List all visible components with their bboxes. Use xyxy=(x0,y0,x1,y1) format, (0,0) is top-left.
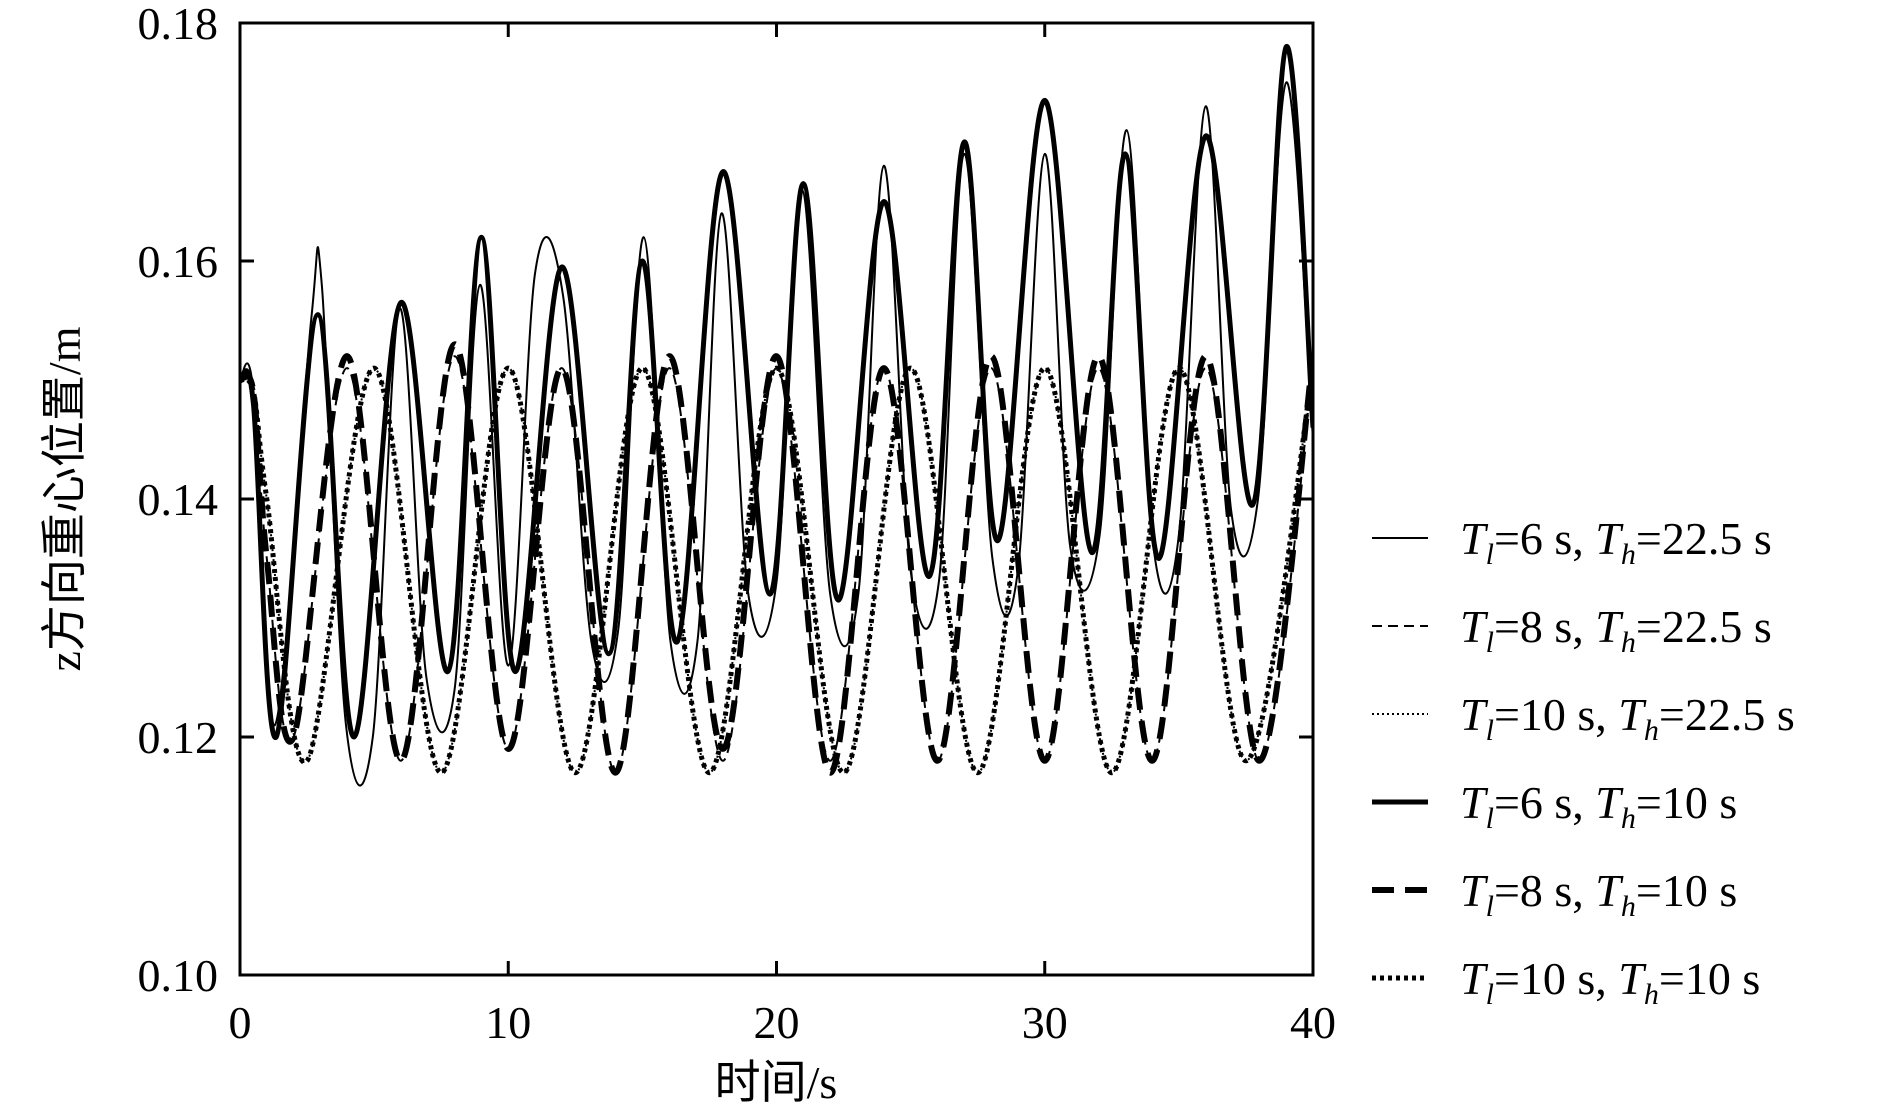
series-line-1 xyxy=(240,81,1313,787)
x-tick-label: 0 xyxy=(229,997,252,1048)
legend-label-6: Tl=10 s, Th=10 s xyxy=(1460,953,1760,1011)
y-tick-label: 0.14 xyxy=(138,474,219,525)
series-line-4 xyxy=(240,44,1313,740)
y-tick-label: 0.16 xyxy=(138,236,219,287)
legend-label-2: Tl=8 s, Th=22.5 s xyxy=(1460,601,1772,659)
series-layer xyxy=(240,44,1313,787)
y-tick-label: 0.10 xyxy=(138,950,219,1001)
x-tick-label: 40 xyxy=(1290,997,1336,1048)
legend-label-3: Tl=10 s, Th=22.5 s xyxy=(1460,689,1795,747)
x-axis-label: 时间/s xyxy=(715,1057,838,1108)
series-line-6 xyxy=(240,365,1313,776)
y-tick-label: 0.12 xyxy=(138,712,219,763)
legend-label-4: Tl=6 s, Th=10 s xyxy=(1460,777,1737,835)
tick-layer: 0 10 20 30 40 0.10 0.12 0.14 0.16 0.18 xyxy=(138,0,1337,1048)
legend-label-5: Tl=8 s, Th=10 s xyxy=(1460,865,1737,923)
y-axis-label: z方向重心位置/m xyxy=(39,326,90,671)
y-tick-label: 0.18 xyxy=(138,0,219,49)
series-line-5 xyxy=(240,341,1313,776)
legend-label-1: Tl=6 s, Th=22.5 s xyxy=(1460,513,1772,571)
legend: Tl=6 s, Th=22.5 s Tl=8 s, Th=22.5 s Tl=10 … xyxy=(1372,513,1795,1011)
x-tick-label: 30 xyxy=(1022,997,1068,1048)
x-tick-label: 20 xyxy=(754,997,800,1048)
x-tick-label: 10 xyxy=(485,997,531,1048)
